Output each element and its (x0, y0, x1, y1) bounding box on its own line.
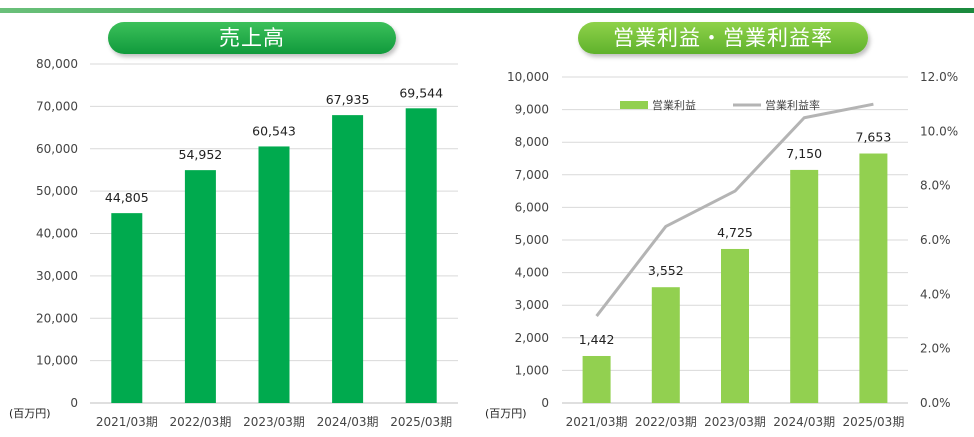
profit-unit-label: (百万円) (485, 407, 527, 420)
margin-y2-tick-label: 8.0% (920, 179, 951, 193)
margin-y2-tick-label: 4.0% (920, 287, 951, 301)
sales-bar (258, 146, 290, 403)
profit-x-tick-label: 2023/03期 (704, 415, 766, 429)
sales-y-tick-label: 0 (70, 396, 78, 410)
profit-y-tick-label: 7,000 (515, 168, 549, 182)
sales-y-tick-label: 60,000 (36, 142, 78, 156)
legend-label-margin: 営業利益率 (765, 98, 820, 112)
profit-bar (790, 169, 819, 403)
sales-data-label: 54,952 (179, 147, 223, 162)
profit-data-label: 4,725 (717, 225, 753, 240)
profit-x-tick-label: 2025/03期 (842, 415, 904, 429)
sales-data-label: 44,805 (105, 190, 149, 205)
chart-title-operating-profit: 営業利益・営業利益率 (578, 22, 868, 54)
sales-y-tick-label: 30,000 (36, 269, 78, 283)
profit-bar (651, 287, 680, 403)
sales-bar (184, 170, 216, 403)
profit-y-tick-label: 3,000 (515, 298, 549, 312)
top-accent-line (0, 8, 974, 13)
sales-y-tick-label: 50,000 (36, 184, 78, 198)
sales-x-tick-label: 2022/03期 (169, 415, 231, 429)
sales-bar (111, 213, 143, 403)
sales-data-label: 60,543 (252, 123, 296, 138)
margin-y2-tick-label: 10.0% (920, 124, 958, 138)
margin-y2-tick-label: 2.0% (920, 342, 951, 356)
profit-x-tick-label: 2024/03期 (773, 415, 835, 429)
profit-data-label: 1,442 (579, 332, 615, 347)
sales-data-label: 67,935 (326, 92, 370, 107)
profit-y-tick-label: 2,000 (515, 331, 549, 345)
profit-x-tick-label: 2022/03期 (635, 415, 697, 429)
sales-y-tick-label: 20,000 (36, 311, 78, 325)
sales-y-tick-label: 10,000 (36, 354, 78, 368)
sales-bar (332, 115, 364, 404)
sales-x-tick-label: 2023/03期 (243, 415, 305, 429)
sales-x-tick-label: 2024/03期 (317, 415, 379, 429)
profit-y-tick-label: 9,000 (515, 103, 549, 117)
profit-data-label: 7,150 (786, 146, 822, 161)
sales-data-label: 69,544 (399, 85, 443, 100)
profit-data-label: 3,552 (648, 263, 684, 278)
sales-y-tick-label: 40,000 (36, 227, 78, 241)
legend-swatch-operating-profit (620, 101, 648, 109)
profit-bar (721, 248, 749, 403)
sales-bar (405, 108, 437, 403)
profit-y-tick-label: 5,000 (515, 233, 549, 247)
sales-y-tick-label: 70,000 (36, 99, 78, 113)
profit-y-tick-label: 1,000 (515, 363, 549, 377)
profit-bar (582, 355, 611, 403)
profit-bar (859, 153, 888, 403)
profit-y-tick-label: 10,000 (507, 70, 549, 84)
sales-x-tick-label: 2021/03期 (96, 415, 158, 429)
legend-label-operating-profit: 営業利益 (652, 98, 696, 112)
margin-y2-tick-label: 6.0% (920, 233, 951, 247)
chart-title-sales: 売上高 (108, 22, 396, 54)
margin-line (595, 102, 874, 317)
sales-unit-label: (百万円) (9, 407, 51, 420)
sales-x-tick-label: 2025/03期 (390, 415, 452, 429)
profit-data-label: 7,653 (856, 130, 892, 145)
profit-y-tick-label: 4,000 (515, 266, 549, 280)
profit-x-tick-label: 2021/03期 (566, 415, 628, 429)
sales-y-tick-label: 80,000 (36, 57, 78, 71)
margin-y2-tick-label: 0.0% (920, 396, 951, 410)
margin-y2-tick-label: 12.0% (920, 70, 958, 84)
profit-y-tick-label: 8,000 (515, 135, 549, 149)
profit-y-tick-label: 6,000 (515, 200, 549, 214)
profit-y-tick-label: 0 (541, 396, 549, 410)
